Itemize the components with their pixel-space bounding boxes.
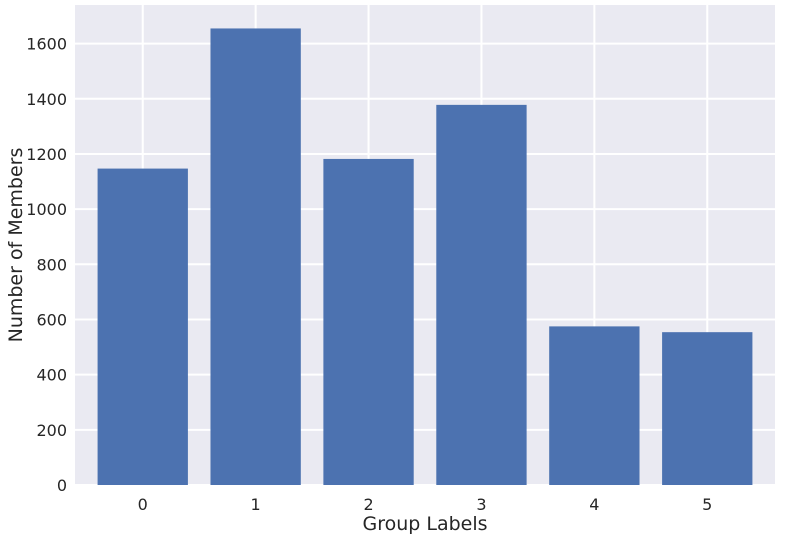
y-axis-label: Number of Members bbox=[5, 148, 27, 343]
y-tick-label: 1000 bbox=[26, 200, 67, 219]
y-tick-label: 200 bbox=[36, 421, 67, 440]
y-tick-label: 1600 bbox=[26, 35, 67, 54]
bars bbox=[97, 28, 753, 486]
x-tick-label: 4 bbox=[589, 495, 599, 514]
bar-4 bbox=[549, 326, 640, 485]
bar-3 bbox=[436, 104, 527, 486]
x-tick-label: 5 bbox=[702, 495, 712, 514]
x-tick-label: 2 bbox=[363, 495, 373, 514]
x-tick-labels: 0 1 2 3 4 5 bbox=[138, 495, 713, 514]
x-tick-label: 3 bbox=[476, 495, 486, 514]
y-tick-label: 800 bbox=[36, 255, 67, 274]
x-tick-label: 0 bbox=[138, 495, 148, 514]
bar-2 bbox=[323, 158, 414, 485]
y-tick-label: 1400 bbox=[26, 90, 67, 109]
y-tick-label: 400 bbox=[36, 366, 67, 385]
plot-area bbox=[75, 5, 775, 485]
x-axis-label: Group Labels bbox=[362, 513, 487, 535]
bar-1 bbox=[210, 28, 301, 486]
bar-5 bbox=[662, 332, 753, 485]
y-tick-label: 1200 bbox=[26, 145, 67, 164]
x-tick-label: 1 bbox=[251, 495, 261, 514]
bar-0 bbox=[97, 168, 188, 485]
y-tick-label: 0 bbox=[57, 476, 67, 495]
y-tick-label: 600 bbox=[36, 310, 67, 329]
y-tick-labels: 0 200 400 600 800 1000 1200 1400 1600 bbox=[26, 35, 67, 495]
